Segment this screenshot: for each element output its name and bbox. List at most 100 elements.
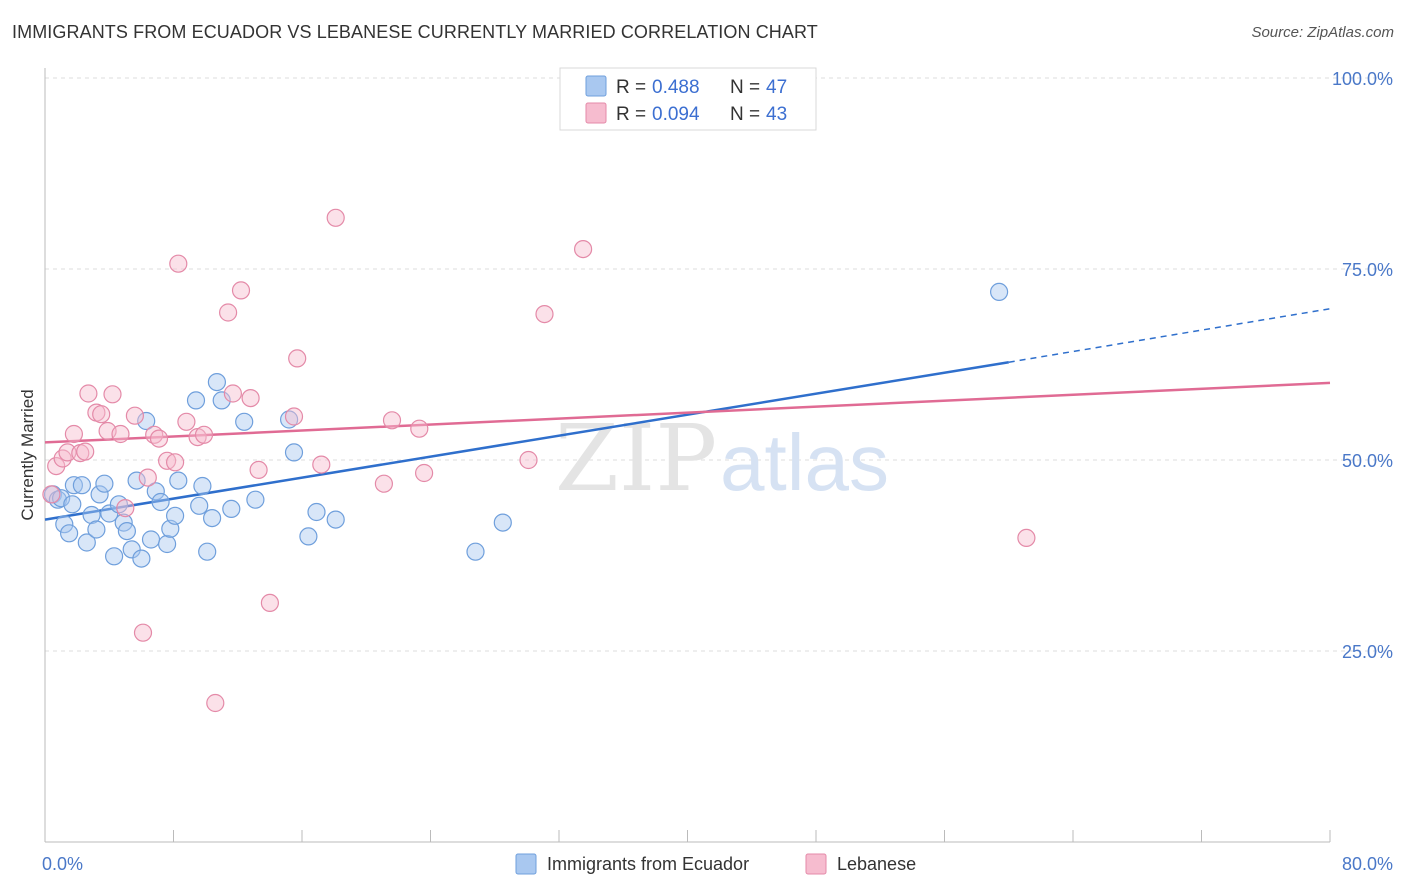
point-lebanese-1 [47,457,66,476]
point-lebanese-36 [374,474,393,493]
series-legend: Immigrants from Ecuador Lebanese [515,853,916,875]
point-ecuador-32 [198,542,217,561]
point-lebanese-42 [573,240,593,259]
point-ecuador-7 [72,476,92,495]
point-ecuador-11 [90,485,109,504]
point-lebanese-32 [284,407,304,426]
point-lebanese-16 [138,468,157,487]
point-ecuador-17 [117,521,137,541]
point-ecuador-27 [166,506,185,525]
point-ecuador-18 [122,540,141,559]
point-ecuador-31 [193,476,212,496]
series-legend-label-ecuador: Immigrants from Ecuador [547,854,749,874]
y-tick-label-3: 100.0% [1332,69,1393,89]
point-ecuador-3 [55,515,74,534]
point-ecuador-34 [207,373,226,392]
point-lebanese-41 [535,305,554,324]
point-ecuador-28 [169,471,188,490]
watermark-atlas: atlas [720,418,889,507]
point-ecuador-13 [100,504,119,523]
legend-r-value-2: 0.094 [652,104,700,125]
gridlines [45,77,1392,652]
point-ecuador-45 [493,513,512,532]
point-lebanese-37 [382,411,402,430]
point-ecuador-5 [63,495,82,514]
point-ecuador-38 [246,490,265,509]
point-lebanese-29 [241,389,260,408]
point-lebanese-4 [64,424,84,444]
x-tick-label-0: 0.0% [42,854,83,874]
point-ecuador-14 [104,547,124,566]
x-tick-labels: 0.0% 80.0% [42,854,1393,874]
legend-r-value-1: 0.488 [652,77,700,98]
point-ecuador-30 [190,496,209,515]
point-ecuador-37 [235,412,254,431]
data-points [42,208,1036,713]
point-ecuador-9 [82,505,101,525]
watermark: ZIP atlas [555,405,889,512]
legend-swatch-lebanese [585,102,607,124]
point-lebanese-12 [111,424,130,444]
point-lebanese-38 [410,419,429,438]
y-tick-label-0: 25.0% [1342,642,1393,662]
point-lebanese-22 [177,412,196,431]
legend-r-label-2: R = [616,104,646,125]
y-axis-label: Currently Married [18,389,37,520]
point-ecuador-40 [284,443,304,462]
trend-line-lebanese [44,381,1331,444]
point-lebanese-18 [149,429,169,448]
stats-legend: R = 0.488 N = 47 R = 0.094 N = 43 [559,67,817,131]
legend-n-label-1: N = [730,77,760,98]
point-lebanese-21 [169,254,188,273]
series-legend-swatch-ecuador [515,853,537,875]
point-lebanese-34 [312,455,331,474]
point-lebanese-6 [76,442,95,461]
point-lebanese-15 [133,623,153,642]
point-ecuador-8 [77,533,96,552]
point-lebanese-24 [194,425,214,444]
point-ecuador-43 [326,510,345,529]
x-tick-label-1: 80.0% [1342,854,1393,874]
trend-line-extension-ecuador [1008,307,1331,363]
point-lebanese-0 [42,485,61,504]
legend-n-value-2: 43 [766,104,787,125]
point-ecuador-46 [989,282,1009,301]
point-lebanese-2 [53,449,72,468]
y-tick-label-1: 50.0% [1342,451,1393,471]
point-lebanese-39 [415,463,434,483]
point-lebanese-27 [223,384,242,403]
axes [44,68,1331,843]
point-lebanese-43 [1017,528,1036,548]
point-ecuador-33 [203,508,222,528]
point-ecuador-39 [280,410,299,429]
series-legend-swatch-lebanese [805,853,827,875]
source-credit: Source: ZipAtlas.com [1251,24,1394,41]
point-ecuador-24 [151,492,170,512]
chart-title: IMMIGRANTS FROM ECUADOR VS LEBANESE CURR… [12,22,818,42]
point-lebanese-25 [206,693,225,713]
point-ecuador-29 [186,391,206,410]
point-ecuador-10 [87,520,106,539]
point-ecuador-23 [146,482,165,501]
point-ecuador-12 [95,474,114,493]
point-ecuador-44 [466,542,485,561]
point-lebanese-31 [260,593,279,613]
point-lebanese-20 [166,453,185,472]
point-lebanese-13 [116,499,135,518]
point-ecuador-35 [212,391,231,410]
point-lebanese-26 [219,303,238,322]
point-lebanese-9 [92,405,111,424]
y-tick-label-2: 75.0% [1342,260,1393,280]
point-ecuador-20 [132,549,151,568]
point-lebanese-14 [125,406,144,425]
series-legend-label-lebanese: Lebanese [837,854,916,874]
point-lebanese-33 [288,349,307,368]
point-ecuador-41 [299,527,318,546]
point-lebanese-35 [326,208,345,227]
point-ecuador-36 [222,499,241,518]
point-ecuador-21 [137,411,156,431]
point-lebanese-3 [58,443,77,462]
legend-n-label-2: N = [730,104,760,125]
point-ecuador-42 [307,502,326,522]
